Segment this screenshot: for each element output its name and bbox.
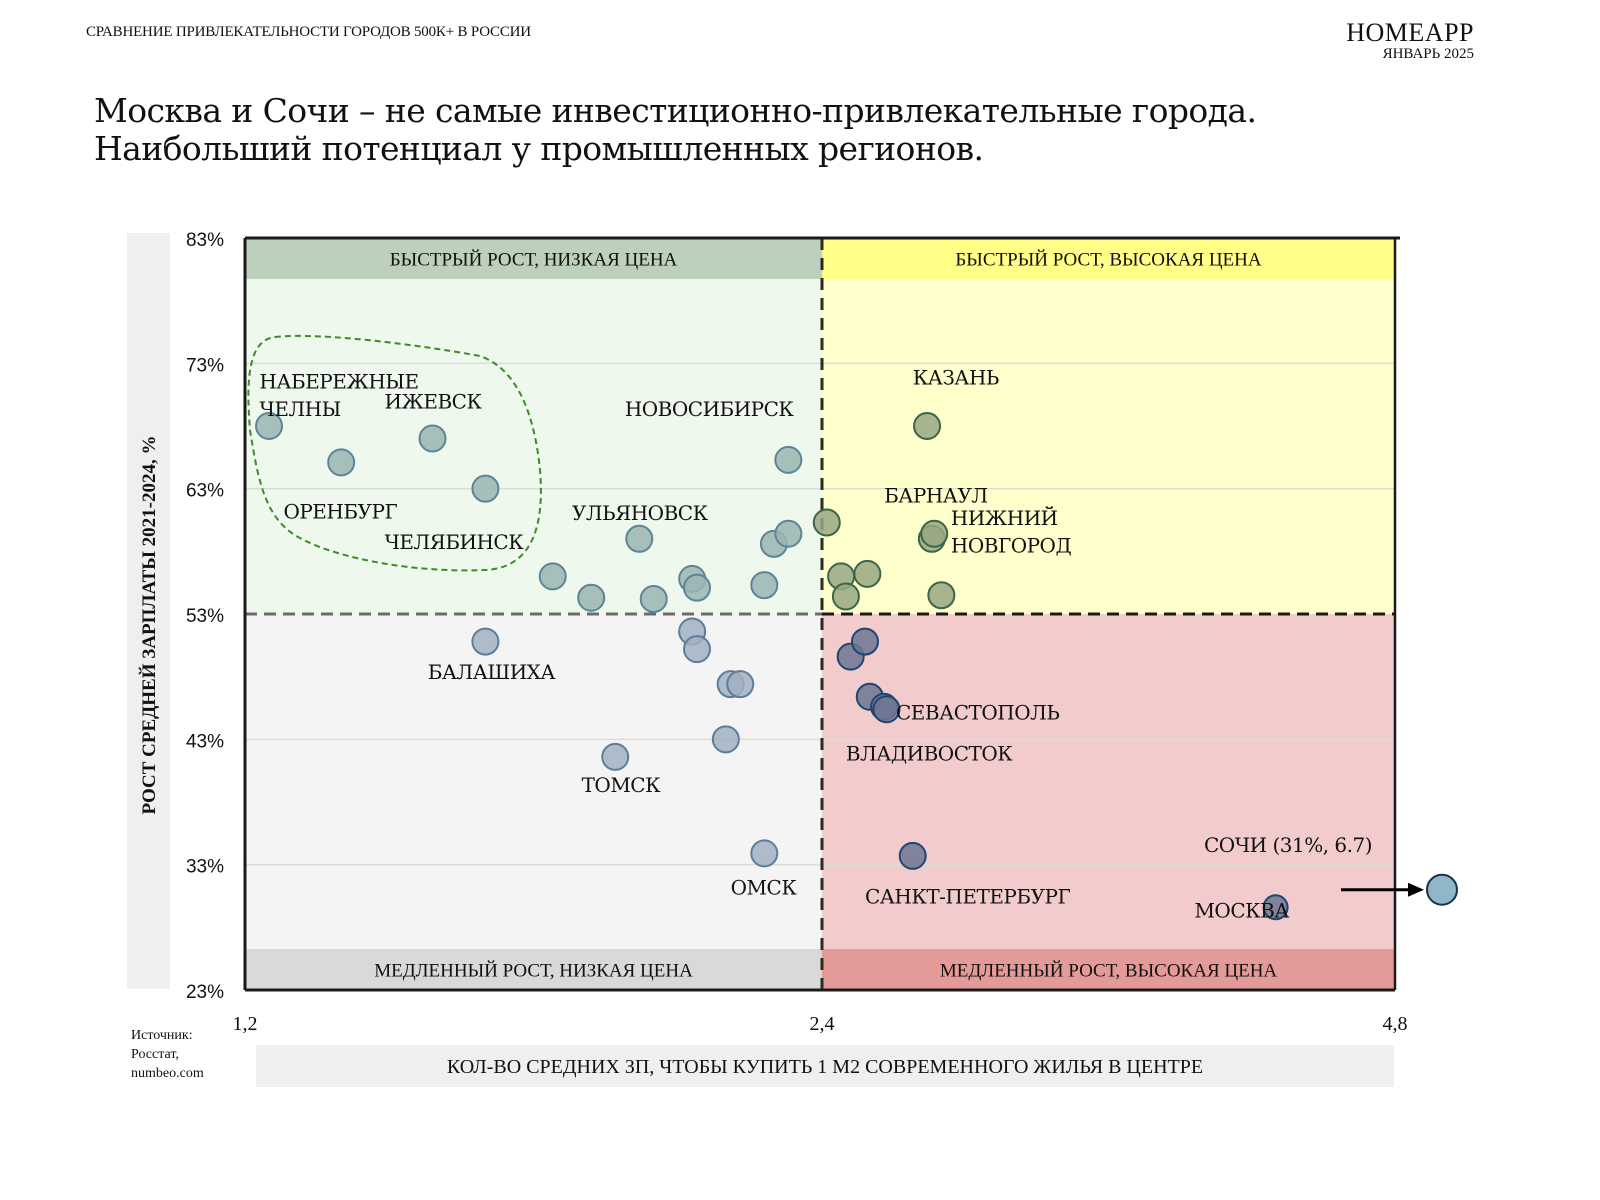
data-point — [601, 742, 630, 771]
city-label: САНКТ-ПЕТЕРБУРГ — [865, 885, 1071, 909]
x-axis-label-panel — [256, 1045, 1394, 1087]
split-lines — [245, 238, 1395, 990]
city-label: ЧЕЛНЫ — [259, 397, 340, 421]
quadrant-band-bottom-right — [822, 949, 1395, 990]
gridlines — [245, 362, 1395, 866]
y-tick-label: 73% — [186, 355, 224, 376]
data-point — [913, 412, 942, 440]
data-point — [927, 581, 956, 610]
city-labels: НАБЕРЕЖНЫЕ ЧЕЛНЫ ИЖЕВСК ОРЕНБУРГ ЧЕЛЯБИНСК НО… — [259, 366, 1372, 923]
x-tick-label: 2,4 — [810, 1013, 835, 1035]
data-point — [920, 519, 949, 548]
data-point — [774, 519, 803, 548]
y-axis-title: РОСТ СРЕДНЕЙ ЗАРПЛАТЫ 2021-2024, % — [138, 436, 160, 815]
city-label: КАЗАНЬ — [913, 366, 999, 390]
data-point — [1262, 894, 1289, 921]
data-point — [853, 559, 882, 588]
quadrant-label-top-right: БЫСТРЫЙ РОСТ, ВЫСОКАЯ ЦЕНА — [955, 250, 1261, 271]
data-point — [471, 474, 500, 503]
data-point — [831, 582, 860, 611]
brand-block: HOMEAPP ЯНВАРЬ 2025 — [1346, 18, 1474, 63]
data-point — [850, 627, 879, 656]
quadrant-backgrounds — [245, 238, 1395, 990]
city-label: УЛЬЯНОВСК — [572, 501, 709, 525]
cluster-outline — [247, 334, 542, 572]
data-point — [471, 627, 500, 656]
data-point — [750, 571, 779, 600]
outlier-arrow-head — [1408, 882, 1424, 897]
city-label: ОРЕНБУРГ — [283, 500, 397, 524]
quadrant-labels: БЫСТРЫЙ РОСТ, НИЗКАЯ ЦЕНА БЫСТРЫЙ РОСТ, В… — [374, 250, 1277, 982]
data-point — [639, 584, 668, 613]
data-point — [812, 508, 841, 537]
city-label: БАРНАУЛ — [884, 483, 988, 507]
y-tick-label: 33% — [186, 857, 224, 878]
axes: 83% 73% 63% 53% 43% 33% 23% 1,2 2,4 4,8 РОСТ СРЕДН… — [127, 230, 1408, 1087]
quadrant-band-top-left — [245, 238, 822, 279]
city-label: НИЖНИЙ — [951, 505, 1058, 530]
y-tick-label: 53% — [186, 606, 224, 627]
data-points — [255, 412, 1458, 921]
publication-date: ЯНВАРЬ 2025 — [1382, 46, 1474, 62]
data-point — [726, 670, 755, 699]
industrial-cluster-outline — [247, 334, 542, 572]
data-point — [255, 412, 284, 440]
y-tick-label: 83% — [186, 230, 224, 251]
city-label: МОСКВА — [1194, 898, 1289, 922]
headline-line-2: Наибольший потенциал у промышленных реги… — [94, 129, 984, 168]
quadrant-label-top-left: БЫСТРЫЙ РОСТ, НИЗКАЯ ЦЕНА — [390, 250, 678, 271]
quadrant-band-bottom-left — [245, 949, 822, 990]
quadrant-label-bottom-left: МЕДЛЕННЫЙ РОСТ, НИЗКАЯ ЦЕНА — [374, 961, 693, 982]
quadrant-bg-top-left — [245, 238, 822, 614]
data-point — [682, 573, 711, 602]
data-point — [538, 562, 567, 591]
city-label: НОВОСИБИРСК — [625, 397, 795, 421]
quadrant-bg-bottom-right — [822, 614, 1395, 990]
quadrant-bg-top-right — [822, 238, 1395, 614]
y-tick-label: 63% — [186, 481, 224, 502]
source-line-3: numbeo.com — [131, 1066, 204, 1081]
data-point — [750, 839, 779, 868]
source-line-1: Источник: — [131, 1028, 193, 1043]
city-label: ЧЕЛЯБИНСК — [384, 530, 524, 554]
headline: Москва и Сочи – не самые инвестиционно-п… — [94, 91, 1257, 168]
data-point — [872, 695, 901, 724]
data-point — [682, 635, 711, 664]
data-point — [625, 524, 654, 553]
y-axis-label-panel — [127, 233, 170, 989]
data-point — [327, 448, 356, 477]
y-tick-label: 43% — [186, 731, 224, 752]
city-label: НАБЕРЕЖНЫЕ — [259, 369, 418, 393]
headline-line-1: Москва и Сочи – не самые инвестиционно-п… — [94, 91, 1257, 130]
data-point-outlier-sochi — [1426, 873, 1458, 906]
y-tick-label: 23% — [186, 982, 224, 1003]
source-line-2: Росстат, — [131, 1047, 179, 1062]
quadrant-band-top-right — [822, 238, 1395, 279]
city-label: ИЖЕВСК — [384, 389, 482, 413]
brand-name: HOMEAPP — [1346, 18, 1474, 47]
data-point — [577, 583, 606, 612]
quadrant-label-bottom-right: МЕДЛЕННЫЙ РОСТ, ВЫСОКАЯ ЦЕНА — [940, 961, 1278, 982]
data-point — [711, 725, 740, 754]
city-label: БАЛАШИХА — [428, 660, 556, 684]
source-note: Источник: Росстат, numbeo.com — [131, 1026, 204, 1083]
data-point — [898, 841, 927, 870]
plot-frame — [243, 236, 1400, 992]
x-tick-label: 1,2 — [233, 1013, 258, 1035]
data-point — [774, 445, 803, 474]
city-label: НОВГОРОД — [951, 534, 1072, 558]
supertitle: СРАВНЕНИЕ ПРИВЛЕКАТЕЛЬНОСТИ ГОРОДОВ 500К… — [86, 24, 531, 40]
city-label: ВЛАДИВОСТОК — [846, 742, 1013, 766]
city-label: СОЧИ (31%, 6.7) — [1204, 833, 1372, 857]
city-label: ОМСК — [731, 876, 798, 900]
city-label: ТОМСК — [582, 773, 662, 797]
x-tick-label: 4,8 — [1383, 1013, 1408, 1035]
data-point — [418, 424, 447, 453]
x-axis-title: КОЛ-ВО СРЕДНИХ ЗП, ЧТОБЫ КУПИТЬ 1 М2 СОВ… — [447, 1056, 1203, 1078]
city-label: СЕВАСТОПОЛЬ — [896, 700, 1059, 724]
